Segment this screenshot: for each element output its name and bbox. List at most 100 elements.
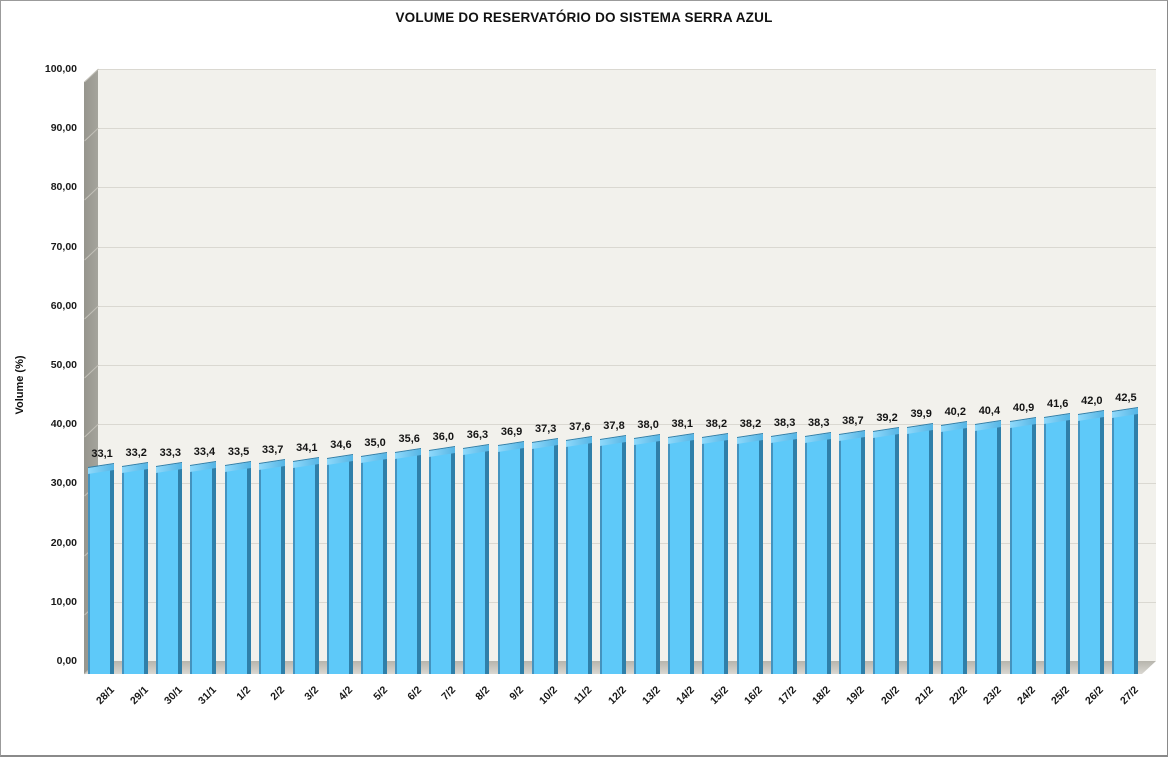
gridline (98, 483, 1156, 485)
x-tick-label: 19/2 (844, 684, 868, 707)
bar-5/2 (361, 459, 388, 674)
x-tick-label: 3/2 (302, 684, 322, 703)
x-tick-label: 10/2 (537, 684, 561, 707)
gridline (98, 542, 1156, 544)
bar-10/2 (531, 445, 558, 674)
x-tick-label: 12/2 (605, 684, 629, 707)
x-tick-label: 16/2 (742, 684, 766, 707)
x-tick-label: 21/2 (912, 684, 936, 707)
bar-17/2 (770, 439, 797, 674)
bar-24/2 (1009, 424, 1036, 674)
x-tick-label: 29/1 (127, 684, 151, 707)
gridline (98, 187, 1156, 189)
y-tick-label: 60,00 (50, 299, 77, 312)
bar-value-label: 33,5 (227, 446, 250, 458)
gridline (98, 601, 1156, 603)
bar-value-label: 38,0 (637, 419, 659, 431)
bar-19/2 (838, 437, 865, 674)
x-tick-label: 15/2 (707, 684, 731, 707)
x-tick-label: 14/2 (673, 684, 697, 707)
bar-value-label: 38,3 (808, 417, 830, 429)
bar-value-label: 38,1 (671, 418, 693, 430)
x-tick-label: 25/2 (1049, 684, 1073, 707)
bar-22/2 (941, 428, 968, 674)
bar-28/1 (88, 470, 115, 674)
bar-value-label: 38,2 (739, 418, 762, 430)
bar-value-label: 38,3 (773, 417, 796, 429)
bar-value-label: 36,9 (500, 426, 523, 438)
bar-value-label: 33,1 (91, 448, 113, 460)
bar-4/2 (326, 461, 353, 674)
bar-value-label: 36,3 (466, 429, 489, 441)
gridline (98, 305, 1156, 307)
x-tick-label: 22/2 (946, 684, 970, 707)
bar-14/2 (668, 440, 695, 674)
bar-value-label: 38,7 (842, 415, 864, 427)
bar-11/2 (565, 443, 592, 674)
bar-23/2 (975, 427, 1002, 674)
bar-8/2 (463, 451, 490, 674)
x-tick-label: 20/2 (878, 684, 902, 707)
y-tick-label: 0,00 (56, 655, 77, 667)
x-tick-label: 13/2 (639, 684, 663, 707)
x-tick-label: 8/2 (473, 684, 492, 703)
x-tick-label: 30/1 (161, 684, 185, 707)
x-tick-label: 31/1 (196, 684, 219, 707)
bar-7/2 (429, 453, 456, 674)
bar-3/2 (292, 464, 319, 674)
x-tick-label: 18/2 (810, 684, 834, 707)
chart-title: VOLUME DO RESERVATÓRIO DO SISTEMA SERRA … (395, 10, 773, 25)
x-tick-label: 6/2 (404, 684, 424, 703)
bar-value-label: 37,6 (569, 421, 591, 433)
bar-27/2 (1111, 414, 1138, 674)
bar-value-label: 33,7 (261, 444, 284, 456)
gridline (98, 365, 1156, 366)
bar-value-label: 33,3 (159, 447, 182, 459)
bar-31/1 (190, 468, 217, 674)
bar-26/2 (1077, 417, 1104, 674)
x-tick-label: 17/2 (776, 684, 800, 707)
y-tick-label: 30,00 (50, 477, 77, 490)
bar-13/2 (634, 441, 661, 674)
bar-value-label: 39,2 (876, 412, 898, 424)
bar-15/2 (702, 440, 729, 674)
x-tick-label: 5/2 (370, 684, 390, 703)
bar-29/1 (122, 469, 149, 674)
bar-value-label: 37,3 (535, 423, 557, 435)
bar-value-label: 42,0 (1081, 395, 1103, 407)
bar-25/2 (1043, 420, 1070, 674)
bar-18/2 (804, 439, 831, 674)
bar-value-label: 40,4 (978, 405, 1001, 417)
x-tick-label: 7/2 (439, 684, 458, 703)
x-tick-label: 23/2 (980, 684, 1004, 707)
gridline (98, 424, 1156, 426)
x-tick-label: 2/2 (268, 684, 288, 703)
bar-value-label: 38,2 (705, 418, 728, 430)
bar-value-label: 36,0 (432, 431, 455, 443)
bar-value-label: 33,2 (125, 447, 147, 459)
bar-value-label: 34,1 (296, 442, 318, 454)
y-tick-label: 100,00 (44, 63, 77, 75)
x-tick-label: 27/2 (1117, 684, 1141, 707)
bar-6/2 (395, 455, 422, 674)
y-tick-label: 10,00 (50, 595, 77, 608)
y-tick-label: 70,00 (50, 240, 77, 253)
bar-value-label: 40,9 (1012, 402, 1035, 414)
bar-1/2 (224, 468, 251, 674)
x-tick-label: 26/2 (1083, 684, 1107, 707)
bar-20/2 (873, 434, 900, 674)
y-tick-label: 80,00 (50, 181, 77, 194)
gridline (98, 246, 1156, 248)
bar-value-label: 42,5 (1115, 392, 1137, 404)
bar-value-label: 35,6 (398, 433, 420, 445)
bar-21/2 (907, 430, 934, 674)
gridline (98, 128, 1156, 130)
bar-value-label: 33,4 (193, 446, 216, 458)
x-tick-label: 4/2 (336, 684, 356, 703)
y-tick-label: 50,00 (50, 359, 77, 371)
bar-30/1 (156, 469, 183, 674)
x-tick-label: 24/2 (1015, 684, 1039, 707)
x-tick-label: 28/1 (93, 684, 117, 707)
y-axis-title: Volume (%) (14, 355, 26, 415)
